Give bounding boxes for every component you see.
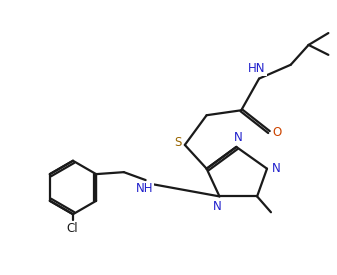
- Text: N: N: [213, 200, 222, 213]
- Text: S: S: [174, 136, 182, 149]
- Text: O: O: [272, 126, 281, 139]
- Text: NH: NH: [136, 183, 153, 196]
- Text: N: N: [234, 131, 243, 144]
- Text: Cl: Cl: [66, 222, 78, 235]
- Text: HN: HN: [248, 62, 266, 75]
- Text: N: N: [272, 162, 280, 175]
